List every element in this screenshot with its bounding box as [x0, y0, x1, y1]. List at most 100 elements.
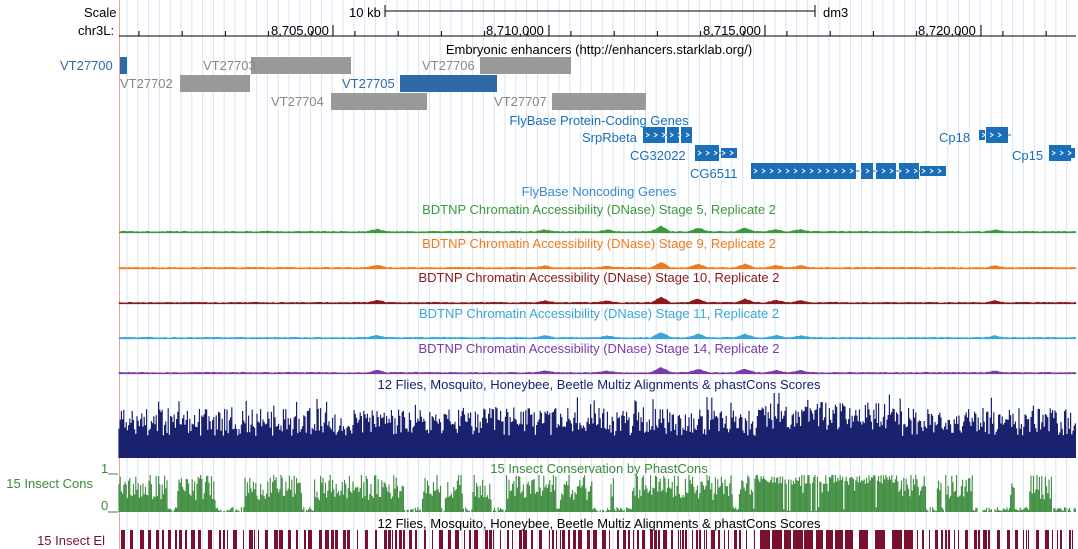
coding-genes-track-title[interactable]: FlyBase Protein-Coding Genes — [509, 113, 689, 128]
conserved-element — [1060, 530, 1062, 549]
conserved-element — [642, 530, 645, 549]
cons-side-label[interactable]: 15 Insect Cons — [6, 476, 93, 491]
enhancer-label[interactable]: VT27702 — [120, 76, 173, 91]
conserved-element — [650, 530, 653, 549]
gene-model — [979, 127, 1011, 143]
gene-label[interactable]: CG32022 — [630, 148, 686, 163]
gene-exon — [1071, 148, 1075, 158]
strand-arrow — [841, 168, 846, 174]
conserved-element — [485, 530, 488, 549]
conserved-element — [904, 530, 913, 549]
gene-exon — [643, 127, 665, 143]
conserved-element — [593, 530, 597, 549]
ruler — [119, 5, 1076, 37]
enhancer-label[interactable]: VT27706 — [422, 58, 475, 73]
conserved-element — [835, 530, 843, 549]
conserved-element — [395, 530, 397, 549]
conserved-element — [1052, 530, 1053, 549]
conserved-element — [623, 530, 626, 549]
cons-track-title[interactable]: 15 Insect Conservation by PhastCons — [490, 461, 708, 476]
conserved-element — [945, 530, 947, 549]
multiz-track-title[interactable]: 12 Flies, Mosquito, Honeybee, Beetle Mul… — [377, 377, 821, 392]
conserved-element — [156, 530, 159, 549]
strand-arrow — [981, 132, 986, 138]
conserved-element — [573, 530, 576, 549]
ruler-tick-label: 8,720,000 — [918, 23, 976, 38]
conserved-element — [549, 530, 550, 549]
conserved-element — [162, 530, 164, 549]
strand-arrow — [793, 168, 798, 174]
elements-track-title[interactable]: 12 Flies, Mosquito, Honeybee, Beetle Mul… — [377, 516, 821, 531]
strand-arrow — [921, 168, 926, 174]
dnase-track-title[interactable]: BDTNP Chromatin Accessibility (DNase) St… — [418, 341, 780, 356]
conserved-element — [191, 530, 195, 549]
conserved-element — [539, 530, 542, 549]
gene-label[interactable]: SrpRbeta — [582, 130, 637, 145]
dnase-track-title[interactable]: BDTNP Chromatin Accessibility (DNase) St… — [422, 202, 776, 217]
conserved-element — [552, 530, 554, 549]
conserved-element — [706, 530, 707, 549]
dnase-signal-area — [118, 225, 1077, 233]
conserved-element — [859, 530, 868, 549]
conserved-element — [1007, 530, 1010, 549]
conserved-element — [974, 530, 977, 549]
enhancer-label[interactable]: VT27705 — [342, 76, 395, 91]
conserved-element — [711, 530, 715, 549]
conserved-element — [274, 530, 278, 549]
conserved-element — [375, 530, 377, 549]
conserved-element — [409, 530, 412, 549]
strand-arrow — [897, 168, 902, 174]
conserved-element — [617, 530, 619, 549]
enhancer-box — [552, 93, 646, 110]
dnase-signal — [118, 261, 1078, 270]
strand-arrow — [697, 150, 702, 156]
enhancer-label[interactable]: VT27700 — [60, 58, 113, 73]
conserved-element — [288, 530, 291, 549]
conserved-element — [892, 530, 902, 549]
multiz-histogram — [118, 393, 1076, 458]
strand-arrow — [809, 168, 814, 174]
conserved-element — [739, 530, 741, 549]
gene-label[interactable]: CG6511 — [690, 166, 738, 181]
cons-histogram — [108, 473, 1076, 513]
conserved-element — [954, 530, 955, 549]
conserved-element — [654, 530, 657, 549]
conserved-element — [304, 530, 306, 549]
conserved-element — [455, 530, 459, 549]
noncoding-genes-track-title[interactable]: FlyBase Noncoding Genes — [521, 184, 677, 199]
conserved-element — [718, 530, 720, 549]
gene-label[interactable]: Cp18 — [939, 130, 971, 145]
gene-exon — [721, 148, 737, 158]
assembly-label: dm3 — [823, 5, 849, 20]
dnase-track-title[interactable]: BDTNP Chromatin Accessibility (DNase) St… — [418, 306, 780, 321]
conserved-element — [1028, 530, 1029, 549]
dnase-track-title[interactable]: BDTNP Chromatin Accessibility (DNase) St… — [422, 236, 776, 251]
strand-arrow — [705, 150, 710, 156]
enhancer-label[interactable]: VT27707 — [494, 94, 547, 109]
conserved-element — [692, 530, 693, 549]
strand-arrow — [713, 150, 718, 156]
strand-arrow — [817, 168, 822, 174]
strand-arrow — [721, 150, 726, 156]
conserved-element — [997, 530, 1000, 549]
elements-side-label[interactable]: 15 Insect El — [37, 533, 105, 548]
dnase-track-title[interactable]: BDTNP Chromatin Accessibility (DNase) St… — [418, 270, 780, 285]
ruler-tick-label: 8,710,000 — [486, 23, 544, 38]
dnase-signal-area — [118, 296, 1077, 304]
strand-arrow — [729, 150, 734, 156]
enhancer-track-title[interactable]: Embryonic enhancers (http://enhancers.st… — [445, 42, 753, 57]
enhancer-label[interactable]: VT27703 — [203, 58, 256, 73]
conserved-element — [249, 530, 253, 549]
strand-arrow — [881, 168, 886, 174]
enhancer-label[interactable]: VT27704 — [271, 94, 324, 109]
gene-model — [1049, 145, 1075, 161]
gene-label[interactable]: Cp15 — [1012, 148, 1044, 163]
conserved-element — [357, 530, 358, 549]
conserved-element — [568, 530, 570, 549]
conserved-element — [1026, 530, 1027, 549]
conserved-element — [1045, 530, 1049, 549]
strand-arrow — [989, 132, 994, 138]
strand-arrow — [849, 168, 854, 174]
